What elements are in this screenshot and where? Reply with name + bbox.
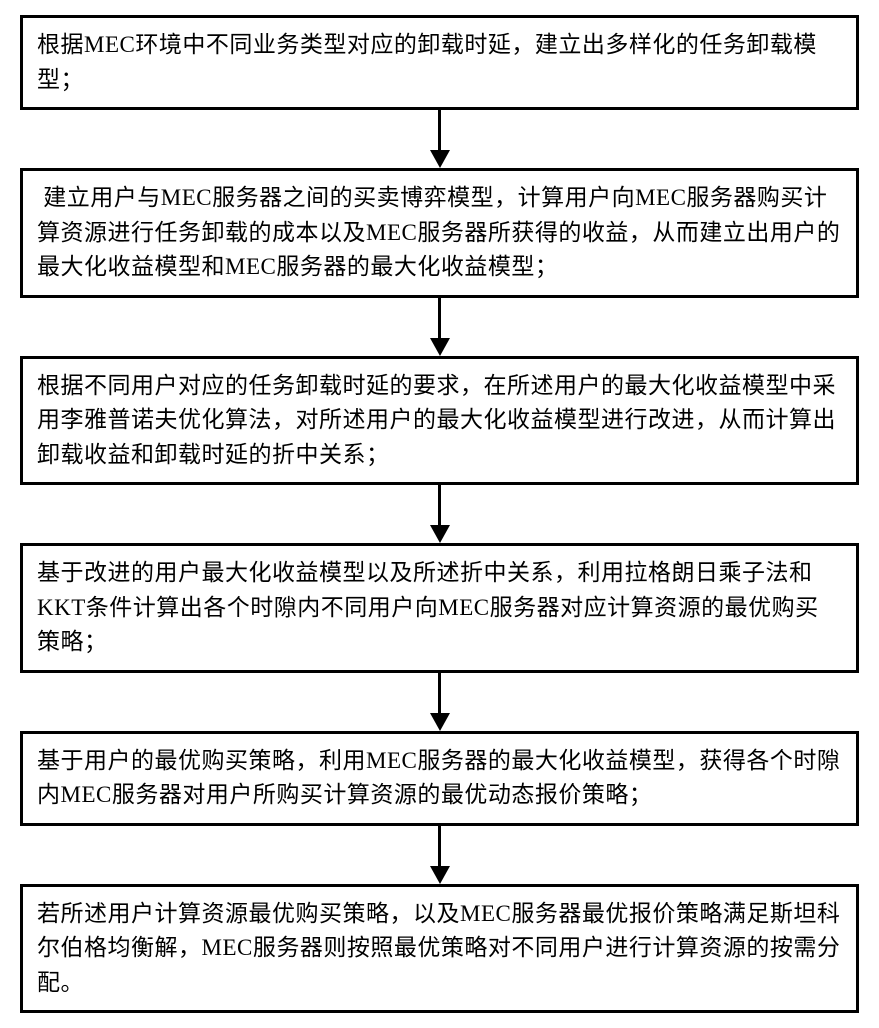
arrow-2 (430, 298, 450, 356)
step-text: 根据不同用户对应的任务卸载时延的要求，在所述用户的最大化收益模型中采用李雅普诺夫… (37, 373, 836, 467)
arrow-1 (430, 110, 450, 168)
arrow-line (438, 298, 441, 338)
arrow-line (438, 485, 441, 525)
step-text: 建立用户与MEC服务器之间的买卖博弈模型，计算用户向MEC服务器购买计算资源进行… (37, 185, 840, 279)
flowchart-container: 根据MEC环境中不同业务类型对应的卸载时延，建立出多样化的任务卸载模型； 建立用… (20, 15, 859, 1013)
arrow-5 (430, 826, 450, 884)
step-text: 基于改进的用户最大化收益模型以及所述折中关系，利用拉格朗日乘子法和KKT条件计算… (37, 560, 819, 654)
arrow-line (438, 110, 441, 150)
flowchart-step-4: 基于改进的用户最大化收益模型以及所述折中关系，利用拉格朗日乘子法和KKT条件计算… (20, 543, 859, 673)
arrow-head-icon (430, 338, 450, 356)
step-text: 若所述用户计算资源最优购买策略，以及MEC服务器最优报价策略满足斯坦科尔伯格均衡… (37, 901, 840, 995)
arrow-head-icon (430, 713, 450, 731)
flowchart-step-6: 若所述用户计算资源最优购买策略，以及MEC服务器最优报价策略满足斯坦科尔伯格均衡… (20, 884, 859, 1014)
arrow-head-icon (430, 150, 450, 168)
arrow-head-icon (430, 866, 450, 884)
flowchart-step-3: 根据不同用户对应的任务卸载时延的要求，在所述用户的最大化收益模型中采用李雅普诺夫… (20, 356, 859, 486)
flowchart-step-1: 根据MEC环境中不同业务类型对应的卸载时延，建立出多样化的任务卸载模型； (20, 15, 859, 110)
flowchart-step-5: 基于用户的最优购买策略，利用MEC服务器的最大化收益模型，获得各个时隙内MEC服… (20, 731, 859, 826)
step-text: 基于用户的最优购买策略，利用MEC服务器的最大化收益模型，获得各个时隙内MEC服… (37, 748, 840, 808)
step-text: 根据MEC环境中不同业务类型对应的卸载时延，建立出多样化的任务卸载模型； (37, 32, 817, 92)
flowchart-step-2: 建立用户与MEC服务器之间的买卖博弈模型，计算用户向MEC服务器购买计算资源进行… (20, 168, 859, 298)
arrow-line (438, 673, 441, 713)
arrow-line (438, 826, 441, 866)
arrow-3 (430, 485, 450, 543)
arrow-head-icon (430, 525, 450, 543)
arrow-4 (430, 673, 450, 731)
